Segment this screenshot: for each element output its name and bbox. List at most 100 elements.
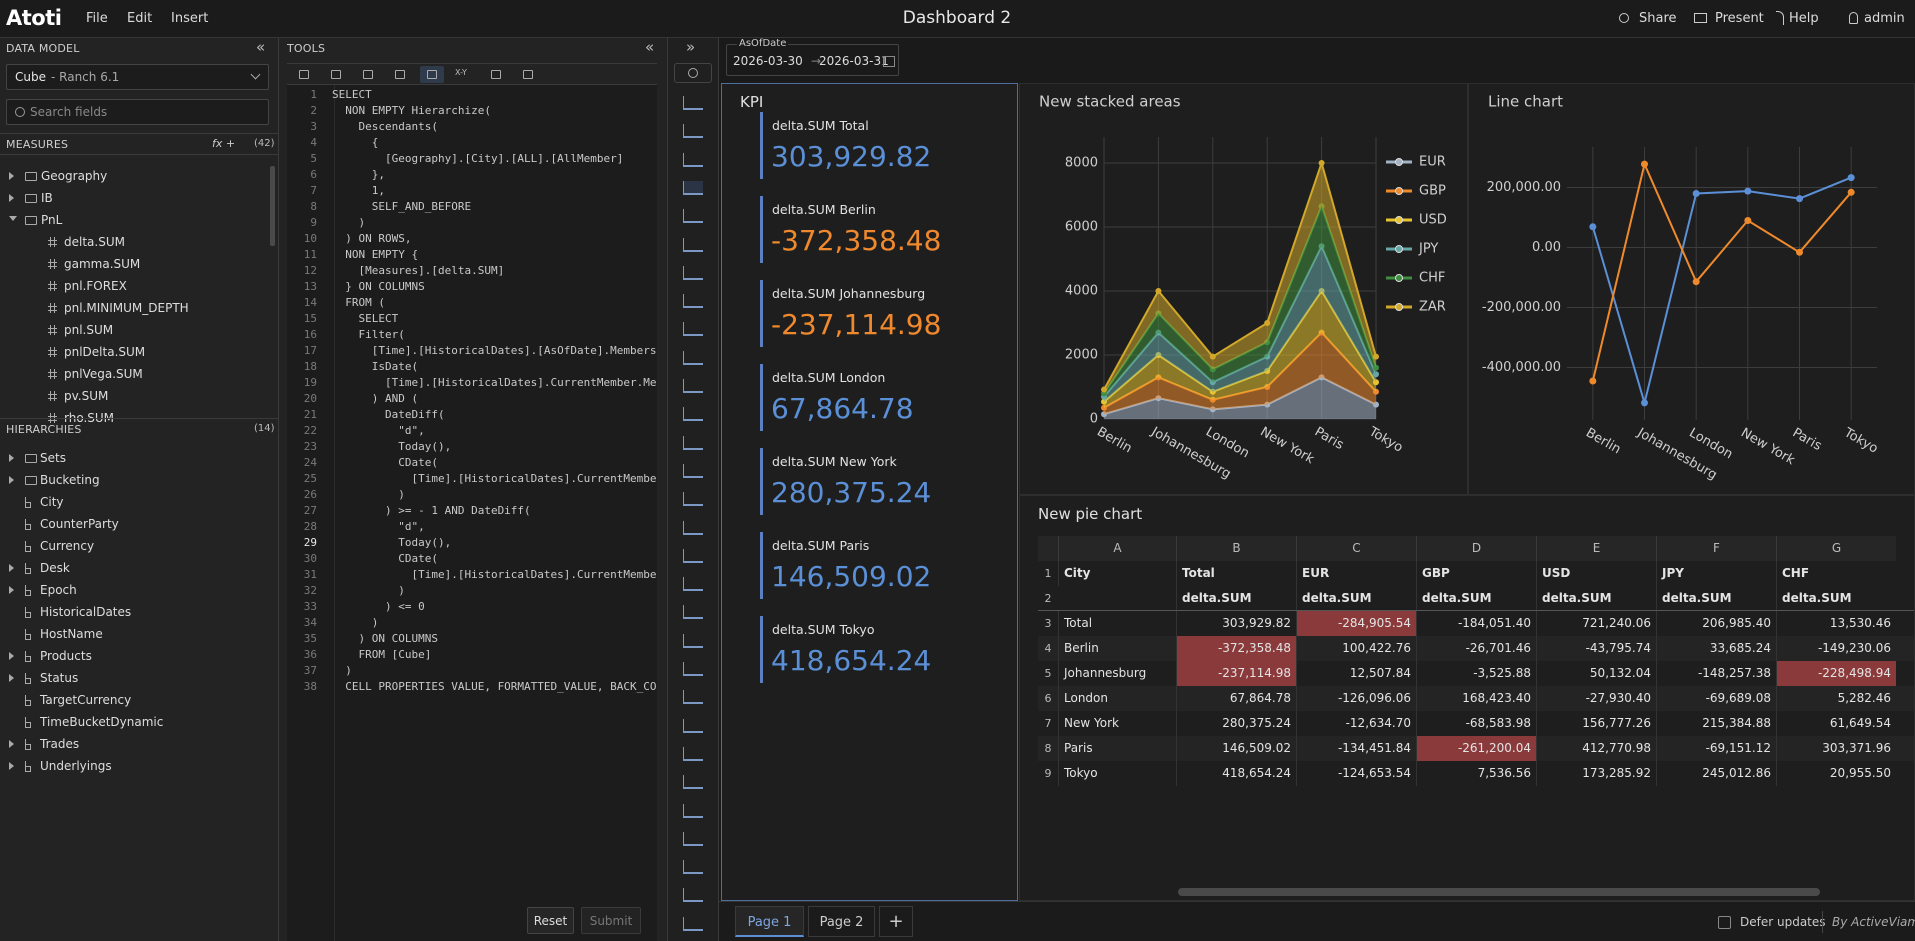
widget-type-icon[interactable] <box>683 322 703 337</box>
tree-row[interactable]: delta.SUM <box>0 232 270 254</box>
widget-type-icon[interactable] <box>683 690 703 705</box>
tree-row[interactable]: Trades <box>0 734 270 756</box>
submit-button[interactable]: Submit <box>581 907 641 934</box>
search-box[interactable]: Search fields <box>6 99 269 125</box>
tree-row[interactable]: Products <box>0 646 270 668</box>
tool-button[interactable] <box>516 66 540 83</box>
scrollbar[interactable] <box>270 166 275 246</box>
tree-row[interactable]: Status <box>0 668 270 690</box>
caret[interactable] <box>9 194 14 202</box>
widget-type-icon[interactable] <box>683 407 703 422</box>
tree-row[interactable]: TargetCurrency <box>0 690 270 712</box>
widget-type-icon[interactable] <box>683 860 703 875</box>
expand-icon[interactable]: » <box>686 38 696 56</box>
widget-type-icon[interactable] <box>683 379 703 393</box>
tree-row[interactable]: CounterParty <box>0 514 270 536</box>
widget-search[interactable] <box>674 63 712 83</box>
tree-row[interactable]: TimeBucketDynamic <box>0 712 270 734</box>
table-widget[interactable]: New pie chart A B C D E F G 1 2 3 4 5 6 7 8 9 City Total EU… <box>1019 495 1915 901</box>
caret[interactable] <box>9 586 14 594</box>
tree-row[interactable]: Desk <box>0 558 270 580</box>
tree-row[interactable]: HistoricalDates <box>0 602 270 624</box>
widget-type-icon[interactable] <box>683 209 703 224</box>
tree-row[interactable]: pv.SUM <box>0 386 270 408</box>
widget-type-icon[interactable] <box>683 180 703 195</box>
widget-type-icon[interactable] <box>683 492 703 507</box>
tool-button[interactable] <box>388 66 412 83</box>
tool-button[interactable] <box>356 66 380 83</box>
widget-type-icon[interactable] <box>683 888 703 903</box>
tree-row[interactable]: Bucketing <box>0 470 270 492</box>
kpi-widget[interactable]: KPI delta.SUM Total 303,929.82 delta.SUM Be… <box>721 83 1018 901</box>
reset-button[interactable]: Reset <box>527 907 574 934</box>
add-measure[interactable]: fx + <box>212 137 236 150</box>
widget-type-icon[interactable] <box>683 916 703 931</box>
tool-button[interactable] <box>324 66 348 83</box>
widget-type-icon[interactable] <box>683 265 703 280</box>
widget-type-icon[interactable] <box>683 435 703 450</box>
tree-row[interactable]: PnL <box>0 210 270 232</box>
menu-item[interactable]: Edit <box>127 11 153 26</box>
widget-type-icon[interactable] <box>683 577 703 592</box>
tool-button[interactable] <box>292 66 316 83</box>
caret[interactable] <box>9 674 14 682</box>
tree-row[interactable]: Underlyings <box>0 756 270 778</box>
widget-type-icon[interactable] <box>683 152 703 167</box>
caret[interactable] <box>9 454 14 462</box>
tree-row[interactable]: Epoch <box>0 580 270 602</box>
caret[interactable] <box>9 652 14 660</box>
share-button[interactable]: Share <box>1639 11 1677 26</box>
widget-type-icon[interactable] <box>683 746 703 761</box>
page-tab[interactable]: Page 1 <box>735 906 804 937</box>
tree-row[interactable]: pnl.MINIMUM_DEPTH <box>0 298 270 320</box>
tree-row[interactable]: pnlVega.SUM <box>0 364 270 386</box>
widget-type-icon[interactable] <box>683 662 703 676</box>
user-menu[interactable]: admin <box>1864 11 1905 26</box>
widget-type-icon[interactable] <box>683 775 703 790</box>
widget-type-icon[interactable] <box>683 520 703 535</box>
menu-item[interactable]: Insert <box>171 11 209 26</box>
tool-button[interactable] <box>484 66 508 83</box>
tree-row[interactable]: City <box>0 492 270 514</box>
caret[interactable] <box>9 740 14 748</box>
cube-select[interactable]: Cube - Ranch 6.1 <box>6 64 269 90</box>
widget-type-icon[interactable] <box>683 350 703 365</box>
widget-type-icon[interactable] <box>683 548 703 563</box>
tool-button[interactable]: X-Y <box>452 66 476 83</box>
caret[interactable] <box>9 564 14 572</box>
widget-type-icon[interactable] <box>683 294 703 309</box>
date-filter[interactable]: AsOfDate 2026-03-30 → 2026-03-31 <box>726 38 899 76</box>
widget-type-icon[interactable] <box>683 605 703 620</box>
collapse-icon[interactable]: « <box>645 38 655 56</box>
present-button[interactable]: Present <box>1715 11 1764 26</box>
menu-item[interactable]: File <box>86 11 108 26</box>
tree-row[interactable]: pnlDelta.SUM <box>0 342 270 364</box>
tree-row[interactable]: pnl.SUM <box>0 320 270 342</box>
widget-type-icon[interactable] <box>683 124 703 139</box>
tree-row[interactable]: Currency <box>0 536 270 558</box>
logo[interactable]: Atoti <box>6 6 62 30</box>
scrollbar[interactable] <box>1178 888 1820 896</box>
tree-row[interactable]: HostName <box>0 624 270 646</box>
tree-row[interactable]: gamma.SUM <box>0 254 270 276</box>
area-widget[interactable]: New stacked areas Berlin Johannesburg Londo… <box>1019 83 1468 495</box>
caret[interactable] <box>9 216 17 221</box>
defer-checkbox[interactable] <box>1718 916 1731 929</box>
widget-type-icon[interactable] <box>683 96 703 110</box>
tree-row[interactable]: IB <box>0 188 270 210</box>
collapse-icon[interactable]: « <box>256 38 266 56</box>
caret[interactable] <box>9 476 14 484</box>
add-page[interactable]: + <box>879 906 913 937</box>
caret[interactable] <box>9 762 14 770</box>
mdx-editor[interactable]: 1 2 3 4 5 6 7 8 9 10 11 12 13 14 15 16 17 18 19 20 21 22 23 24 2… <box>287 85 657 941</box>
widget-type-icon[interactable] <box>683 237 703 252</box>
tree-row[interactable]: Geography <box>0 166 270 188</box>
widget-type-icon[interactable] <box>683 803 703 818</box>
tool-button[interactable] <box>420 66 444 83</box>
tree-row[interactable]: pnl.FOREX <box>0 276 270 298</box>
widget-type-icon[interactable] <box>683 463 703 478</box>
caret[interactable] <box>9 172 14 180</box>
tree-row[interactable]: Sets <box>0 448 270 470</box>
help-button[interactable]: Help <box>1789 11 1819 26</box>
widget-type-icon[interactable] <box>683 831 703 846</box>
